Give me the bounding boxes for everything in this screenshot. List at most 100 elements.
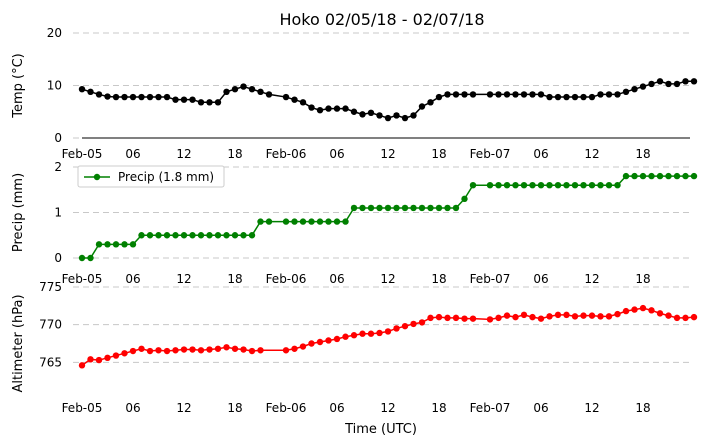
data-point	[172, 232, 179, 239]
data-point	[163, 347, 171, 355]
y-axis-label: Precip (mm)	[11, 173, 26, 252]
data-point	[648, 307, 655, 314]
x-tick-label: 06	[533, 401, 548, 415]
data-point	[580, 312, 587, 319]
series-line	[82, 175, 694, 259]
data-point	[367, 204, 375, 212]
data-point	[656, 78, 664, 85]
data-point	[597, 182, 604, 189]
data-point	[529, 91, 536, 98]
x-tick-label: 18	[635, 272, 650, 286]
data-point	[563, 182, 570, 189]
data-point	[248, 347, 256, 355]
data-point	[138, 93, 145, 101]
data-point	[359, 111, 366, 118]
data-point	[78, 362, 86, 369]
data-point	[410, 320, 417, 328]
data-point	[512, 91, 519, 98]
x-tick-label: 12	[380, 147, 395, 161]
data-point	[452, 314, 460, 322]
data-point	[495, 314, 502, 322]
data-point	[656, 172, 664, 180]
data-point	[163, 232, 171, 239]
data-point	[325, 337, 332, 344]
data-point	[554, 182, 562, 189]
x-tick-label: Feb-05	[62, 147, 103, 161]
data-point	[172, 347, 179, 354]
data-point	[223, 232, 230, 239]
x-tick-label: 18	[227, 272, 242, 286]
x-tick-label: 12	[176, 147, 191, 161]
x-tick-label: Feb-07	[470, 401, 511, 415]
data-point	[554, 311, 562, 319]
data-point	[410, 204, 417, 212]
data-point	[486, 182, 494, 189]
data-point	[631, 172, 638, 180]
data-point	[444, 91, 451, 98]
data-point	[690, 313, 698, 321]
data-point	[580, 182, 587, 189]
data-point	[231, 85, 239, 93]
data-point	[325, 105, 332, 112]
data-point	[605, 91, 613, 98]
data-point	[622, 307, 630, 315]
data-point	[444, 204, 451, 212]
data-point	[418, 319, 426, 326]
data-point	[401, 204, 409, 212]
data-point	[214, 232, 222, 239]
x-tick-label: Feb-05	[62, 401, 103, 415]
y-tick-label: 765	[39, 355, 62, 369]
data-point	[146, 93, 154, 101]
data-point	[673, 172, 681, 180]
data-point	[614, 91, 621, 98]
x-tick-label: 06	[533, 272, 548, 286]
data-point	[350, 332, 358, 339]
data-point	[665, 80, 672, 88]
data-point	[614, 182, 621, 189]
x-tick-label: 06	[533, 147, 548, 161]
data-point	[376, 329, 383, 337]
data-point	[537, 182, 545, 189]
data-point	[418, 204, 426, 212]
data-point	[180, 232, 188, 239]
y-axis-label: Temp (°C)	[11, 53, 26, 119]
data-point	[316, 218, 324, 225]
panel-3: 765 770 775 Feb-05 06 12 18 Feb-06 06 12 18 Feb-07 0…	[11, 280, 698, 415]
data-point	[87, 88, 94, 96]
data-point	[563, 93, 570, 101]
data-point	[682, 172, 689, 180]
data-point	[537, 91, 545, 98]
x-tick-label: 06	[329, 272, 344, 286]
data-point	[503, 91, 511, 98]
x-tick-label: 06	[125, 147, 140, 161]
x-tick-label: 12	[380, 401, 395, 415]
data-point	[435, 93, 443, 101]
data-point	[359, 204, 366, 212]
data-point	[597, 91, 604, 98]
data-point	[384, 328, 392, 335]
x-tick-label: 18	[431, 272, 446, 286]
data-point	[588, 93, 596, 101]
data-point	[512, 313, 519, 321]
data-point	[180, 346, 188, 353]
data-point	[206, 346, 213, 353]
data-point	[639, 83, 647, 90]
data-point	[163, 93, 171, 101]
data-point	[359, 330, 366, 337]
data-point	[189, 232, 196, 239]
chart-title: Hoko 02/05/18 - 02/07/18	[279, 10, 484, 29]
x-tick-label: 18	[635, 401, 650, 415]
y-tick-label: 0	[54, 131, 62, 145]
data-point	[665, 312, 672, 319]
data-point	[155, 347, 162, 354]
data-point	[197, 347, 205, 354]
data-point	[333, 335, 341, 343]
data-point	[418, 103, 426, 110]
data-point	[104, 354, 111, 362]
x-tick-label: 06	[125, 401, 140, 415]
x-tick-label: 12	[380, 272, 395, 286]
data-point	[410, 112, 417, 119]
x-tick-label: Feb-06	[266, 147, 307, 161]
data-point	[291, 96, 298, 103]
